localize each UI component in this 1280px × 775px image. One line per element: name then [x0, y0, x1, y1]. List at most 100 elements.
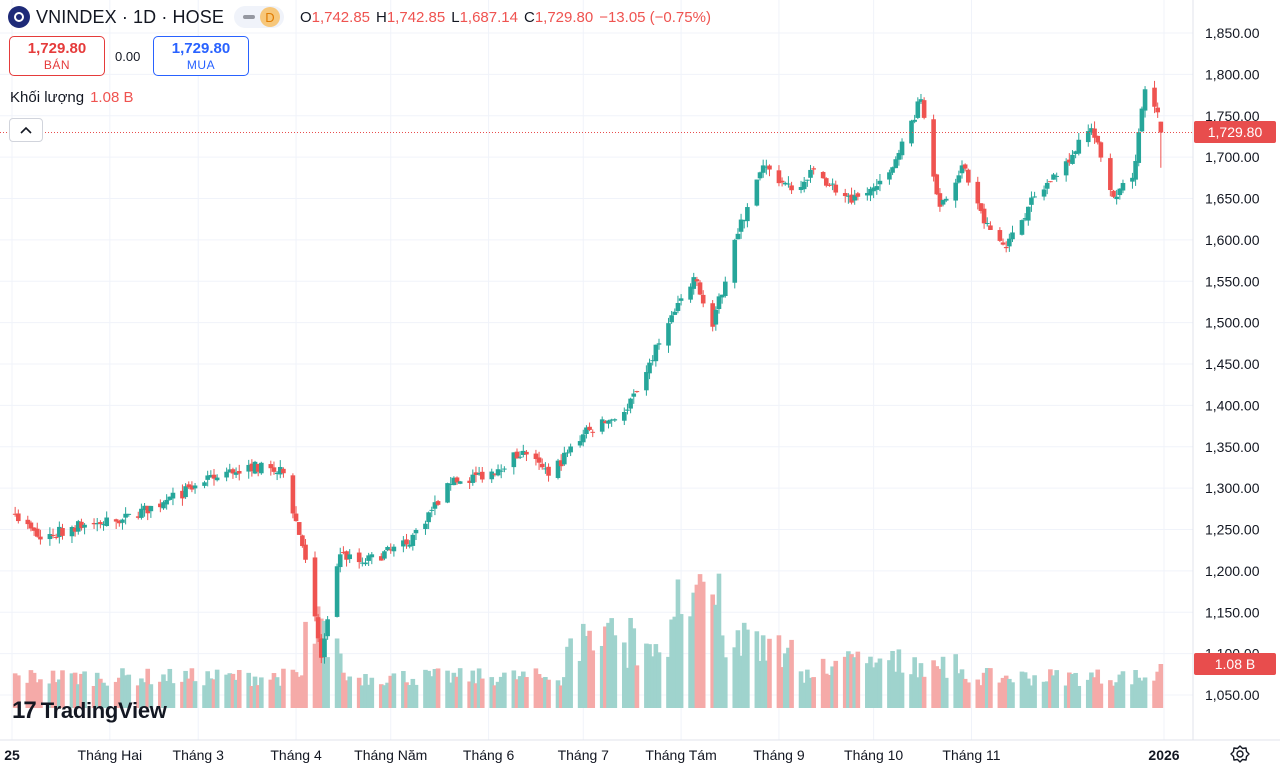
candle-body [246, 464, 252, 472]
volume-bar [517, 676, 523, 708]
volume-bar [647, 644, 652, 708]
candle-body [1007, 238, 1012, 247]
candle-body [407, 544, 412, 547]
volume-bar [912, 657, 917, 708]
volume-bar [688, 616, 693, 708]
candle-body [236, 470, 242, 474]
candle-body [189, 485, 195, 490]
candle-body [1155, 107, 1160, 113]
sell-button[interactable]: 1,729.80 BÁN [9, 36, 105, 76]
volume-bar [385, 682, 390, 708]
candle-body [909, 120, 914, 144]
candle-body [609, 419, 614, 421]
market-status-pill[interactable]: D [233, 6, 284, 28]
candle-body [360, 562, 365, 564]
candle-body [700, 294, 706, 304]
candle-body [722, 281, 728, 296]
volume-bar [533, 668, 539, 708]
volume-bar [426, 670, 431, 708]
candle-body [587, 426, 592, 430]
volume-bar [896, 649, 902, 708]
candle-body [1092, 128, 1097, 138]
candle-body [401, 540, 406, 547]
volume-bar [801, 682, 807, 708]
candle-body [1098, 142, 1104, 158]
volume-bar [211, 679, 217, 708]
volume-bar [1029, 685, 1034, 708]
candle-body [1130, 177, 1135, 182]
candle-body [543, 468, 548, 470]
candle-body [741, 220, 747, 222]
volume-bar [180, 681, 185, 708]
volume-bar [145, 668, 151, 708]
volume-bar [959, 669, 965, 708]
candle-body [833, 184, 839, 193]
candle-body [1076, 139, 1082, 154]
candle-body [786, 183, 791, 185]
volume-bar [277, 685, 283, 708]
candle-body [710, 303, 715, 327]
volume-bar [448, 682, 454, 708]
candle-body [167, 496, 173, 500]
volume-bar [208, 678, 214, 708]
volume-bar [224, 674, 229, 708]
candle-body [1048, 181, 1053, 183]
volume-bar [722, 657, 728, 708]
volume-bar [612, 635, 618, 708]
candle-body [164, 499, 169, 505]
candle-body [764, 166, 769, 168]
volume-bar [694, 584, 700, 708]
volume-bar [164, 680, 169, 708]
candle-body [451, 477, 457, 486]
candle-body [877, 180, 883, 185]
volume-bar [274, 677, 280, 708]
volume-bar [666, 656, 671, 708]
volume-bar [404, 682, 409, 708]
volume-bar [644, 643, 649, 708]
candle-body [719, 294, 725, 298]
candle-body [208, 475, 214, 477]
candle-body [50, 534, 56, 536]
candle-body [113, 519, 119, 522]
candle-body [120, 519, 125, 523]
volume-bar [921, 676, 927, 708]
candle-body [675, 302, 681, 311]
collapse-legend-button[interactable] [9, 118, 43, 142]
candle-body [915, 101, 921, 118]
volume-bar [126, 674, 132, 708]
volume-bar [511, 670, 517, 708]
tradingview-logo[interactable]: 17 TradingView [12, 696, 167, 726]
volume-bar [495, 681, 501, 708]
candle-body [82, 524, 87, 528]
candle-body [60, 528, 65, 536]
candle-body [760, 165, 766, 173]
high-label: H [376, 8, 387, 26]
candle-body [369, 554, 375, 558]
volume-bar [410, 678, 416, 708]
candle-body [805, 179, 810, 181]
candle-body [842, 193, 848, 197]
gear-icon[interactable] [1229, 743, 1251, 765]
volume-bar [754, 631, 760, 708]
volume-bar [625, 667, 630, 708]
buy-label: MUA [186, 58, 216, 72]
volume-bar [1136, 677, 1142, 708]
volume-bar [1063, 685, 1069, 708]
symbol-title[interactable]: VNINDEX · 1D · HOSE [36, 6, 224, 27]
volume-bar [1114, 682, 1119, 708]
candle-body [849, 194, 854, 203]
candle-body [476, 472, 482, 475]
volume-bar [1152, 680, 1157, 708]
symbol-logo-icon[interactable] [8, 6, 30, 28]
chart-header: VNINDEX · 1D · HOSE D O 1,742.85 H 1,742.8… [8, 5, 711, 29]
buy-button[interactable]: 1,729.80 MUA [153, 36, 249, 76]
volume-bar [252, 676, 258, 708]
candle-body [426, 512, 431, 523]
y-tick-label: 1,800.00 [1205, 66, 1260, 82]
candle-body [1067, 159, 1072, 163]
volume-bar [158, 681, 163, 708]
tradingview-mark-icon: 17 [12, 697, 37, 724]
candle-body [1054, 175, 1059, 177]
volume-bar [953, 654, 958, 708]
